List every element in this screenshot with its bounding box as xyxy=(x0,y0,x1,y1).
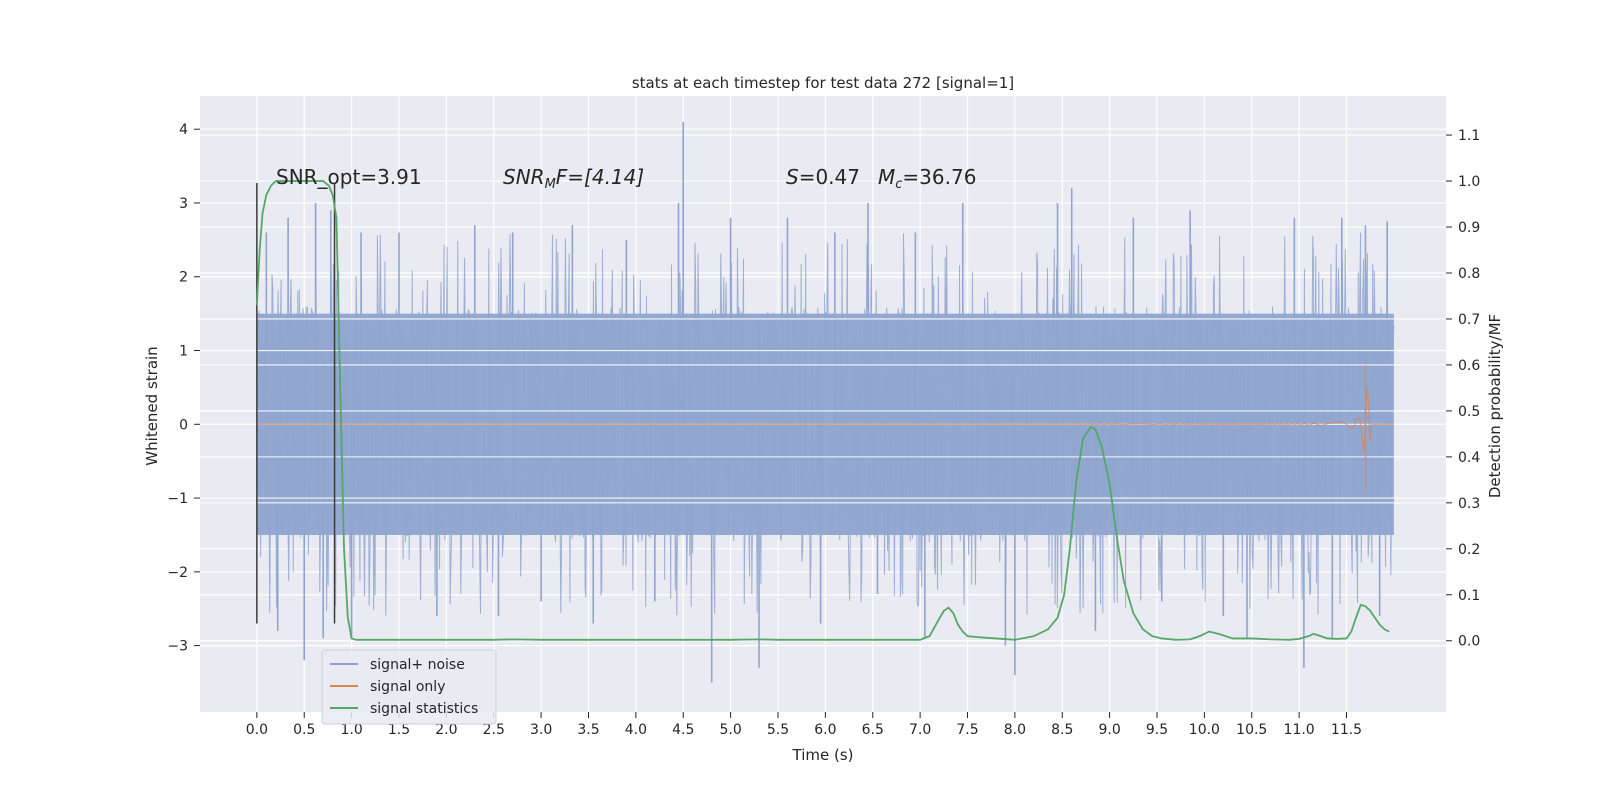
x-tick-label: 1.5 xyxy=(388,722,410,738)
annotation-mc-sub: c xyxy=(895,177,902,192)
legend: signal+ noise signal only signal statistic… xyxy=(321,649,497,725)
annotation-snr-mf-sub: M xyxy=(545,177,556,192)
x-tick-label: 10.5 xyxy=(1236,722,1267,738)
y-right-tick-label: 1.0 xyxy=(1458,174,1480,190)
annotation-snr-opt: SNR_opt=3.91 xyxy=(276,165,422,189)
x-tick-label: 2.0 xyxy=(435,722,457,738)
x-tick-label: 7.0 xyxy=(909,722,931,738)
x-tick-label: 5.0 xyxy=(719,722,741,738)
y-right-tick-label: 0.1 xyxy=(1458,588,1480,604)
x-axis-label: Time (s) xyxy=(792,746,854,764)
annotation-snr-mf-label: SNR xyxy=(503,165,545,189)
x-tick-label: 9.0 xyxy=(1098,722,1120,738)
annotation-mc-label: M xyxy=(878,165,895,189)
x-tick-label: 8.5 xyxy=(1051,722,1073,738)
y-left-tick-label: 1 xyxy=(179,344,188,360)
signal-statistics-line xyxy=(255,180,1390,641)
x-tick-label: 3.5 xyxy=(577,722,599,738)
x-tick-label: 2.5 xyxy=(483,722,505,738)
x-tick-label: 1.0 xyxy=(340,722,362,738)
legend-label: signal only xyxy=(370,679,445,695)
y-left-tick-label: 4 xyxy=(179,122,188,138)
legend-label: signal+ noise xyxy=(370,657,465,673)
x-tick-label: 11.0 xyxy=(1284,722,1315,738)
x-tick-label: 9.5 xyxy=(1146,722,1168,738)
annotation-s-value: =0.47 xyxy=(799,165,860,189)
y-right-tick-label: 0.5 xyxy=(1458,404,1480,420)
y-right-tick-label: 0.2 xyxy=(1458,542,1480,558)
y-axis-left-label: Whitened strain xyxy=(143,346,161,465)
y-right-tick-label: 0.9 xyxy=(1458,220,1480,236)
y-right-tick-label: 0.8 xyxy=(1458,266,1480,282)
y-right-tick-label: 0.4 xyxy=(1458,450,1480,466)
annotation-s-label: S xyxy=(786,165,799,189)
x-tick-label: 0.5 xyxy=(293,722,315,738)
y-left-tick-label: −2 xyxy=(167,565,188,581)
x-tick-label: 3.0 xyxy=(530,722,552,738)
y-left-tick-label: 2 xyxy=(179,270,188,286)
x-tick-label: 6.0 xyxy=(814,722,836,738)
x-tick-label: 7.5 xyxy=(956,722,978,738)
x-tick-label: 4.5 xyxy=(672,722,694,738)
plot-data xyxy=(255,121,1395,683)
y-axis-right-label: Detection probability/MF xyxy=(1486,314,1504,498)
signal-only-line xyxy=(256,387,1394,451)
annotation-snr-mf-rest: F=[4.14] xyxy=(556,165,644,189)
x-tick-label: 0.0 xyxy=(246,722,268,738)
y-left-tick-label: −3 xyxy=(167,639,188,655)
x-tick-label: 10.0 xyxy=(1189,722,1220,738)
y-right-tick-label: 0.7 xyxy=(1458,312,1480,328)
annotations: SNR_opt=3.91 SNRMF=[4.14] S=0.47 Mc=36.76 xyxy=(276,165,976,192)
y-right-tick-label: 0.0 xyxy=(1458,634,1480,650)
y-right-tick-label: 1.1 xyxy=(1458,128,1480,144)
y-axis-right: 0.0 0.1 0.2 0.3 0.4 0.5 0.6 0.7 0.8 0.9 1.0 1.1 xyxy=(1446,128,1480,650)
annotation-mc-value: =36.76 xyxy=(902,165,976,189)
x-tick-label: 8.0 xyxy=(1004,722,1026,738)
y-right-tick-label: 0.6 xyxy=(1458,358,1480,374)
x-axis: 0.0 0.5 1.0 1.5 2.0 2.5 3.0 3.5 4.0 4.5 5.0 5.5 6.0 6… xyxy=(246,712,1362,738)
y-right-tick-label: 0.3 xyxy=(1458,496,1480,512)
y-axis-left: −3 −2 −1 0 1 2 3 4 xyxy=(167,122,200,655)
legend-label: signal statistics xyxy=(370,701,478,717)
annotation-s-mc: S=0.47 Mc=36.76 xyxy=(786,165,976,192)
y-left-tick-label: −1 xyxy=(167,491,188,507)
y-left-tick-label: 3 xyxy=(179,196,188,212)
chart-title: stats at each timestep for test data 272… xyxy=(632,74,1014,92)
x-tick-label: 4.0 xyxy=(625,722,647,738)
x-tick-label: 11.5 xyxy=(1331,722,1362,738)
annotation-snr-mf: SNRMF=[4.14] xyxy=(503,165,644,192)
y-left-tick-label: 0 xyxy=(179,417,188,433)
x-tick-label: 5.5 xyxy=(767,722,789,738)
legend-box xyxy=(321,649,497,725)
x-tick-label: 6.5 xyxy=(862,722,884,738)
